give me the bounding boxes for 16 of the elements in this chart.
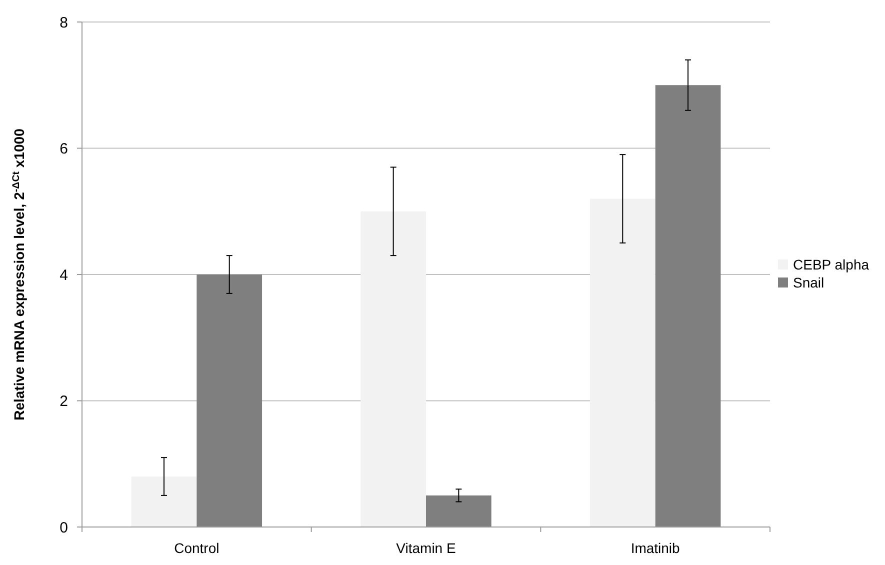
bar	[196, 274, 262, 527]
x-tick-label: Control	[174, 540, 220, 556]
legend-label: CEBP alpha	[793, 256, 870, 272]
bar	[426, 495, 492, 527]
bar	[655, 85, 721, 527]
y-tick-label: 8	[60, 14, 68, 32]
bar	[131, 476, 197, 527]
y-tick-label: 2	[60, 393, 68, 410]
x-tick-label: Imatinib	[630, 540, 680, 556]
legend-label: Snail	[793, 274, 824, 290]
y-tick-label: 0	[60, 519, 68, 536]
bar	[360, 211, 426, 527]
x-tick-label: Vitamin E	[396, 540, 456, 556]
y-tick-label: 6	[60, 140, 68, 158]
bar	[590, 198, 656, 527]
y-tick-label: 4	[60, 266, 68, 284]
